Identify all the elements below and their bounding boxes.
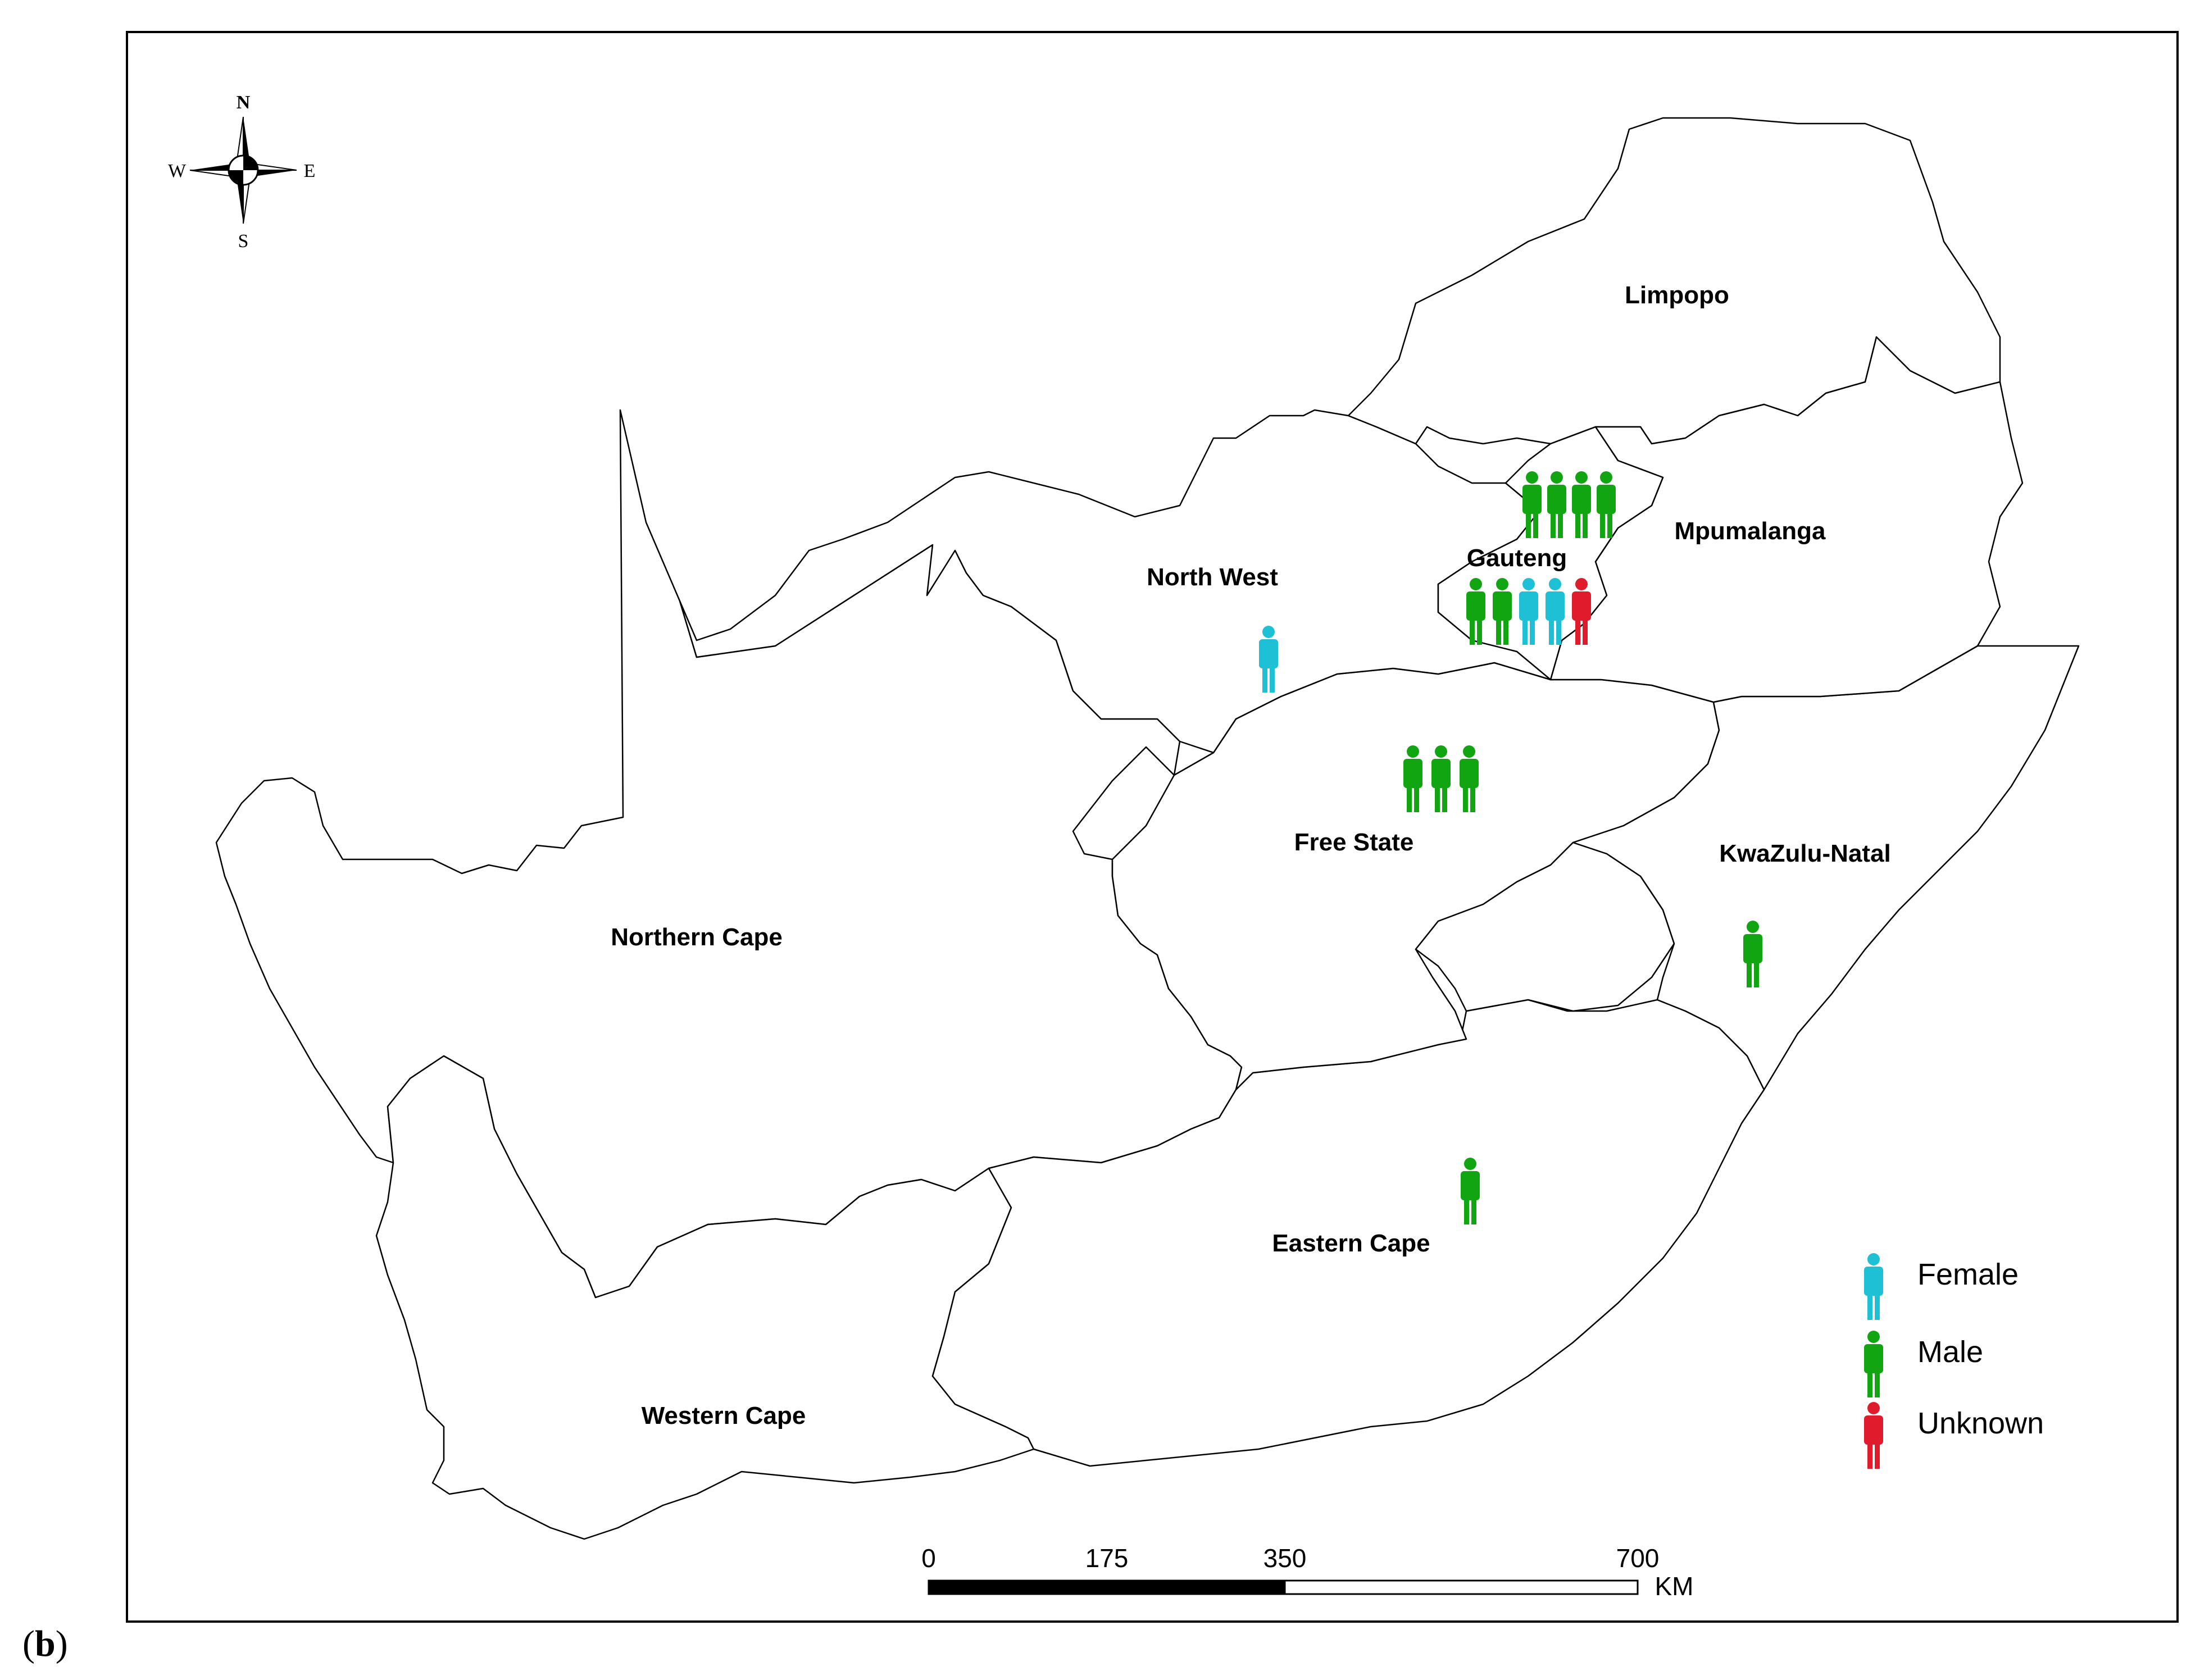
scale-tick-175: 175 bbox=[1085, 1544, 1129, 1573]
legend-unknown-label: Unknown bbox=[1917, 1406, 2044, 1440]
scale-tick-0: 0 bbox=[921, 1544, 936, 1573]
scale-bar-white-segment bbox=[1284, 1579, 1639, 1595]
scale-unit-label: KM bbox=[1655, 1572, 1694, 1601]
label-eastern-cape: Eastern Cape bbox=[1272, 1230, 1430, 1257]
label-mpumalanga: Mpumalanga bbox=[1675, 517, 1826, 545]
scale-tick-700: 700 bbox=[1616, 1544, 1660, 1573]
scale-bar: 0 175 350 700 KM bbox=[921, 1544, 1693, 1601]
label-free-state: Free State bbox=[1294, 828, 1414, 856]
scale-bar-black-segment bbox=[928, 1579, 1286, 1595]
label-gauteng: Gauteng bbox=[1467, 544, 1567, 572]
legend-male-label: Male bbox=[1917, 1335, 1983, 1369]
compass-north-label: N bbox=[237, 92, 251, 113]
label-north-west: North West bbox=[1147, 563, 1278, 591]
compass-east-label: E bbox=[304, 161, 316, 181]
scale-tick-350: 350 bbox=[1263, 1544, 1307, 1573]
panel-label: (b) bbox=[22, 1623, 68, 1664]
legend: Female Male Unknown bbox=[1864, 1253, 2044, 1469]
label-kwazulu-natal: KwaZulu-Natal bbox=[1719, 840, 1891, 867]
compass-star-icon bbox=[189, 116, 297, 224]
compass-rose: N S E W bbox=[168, 92, 315, 252]
label-western-cape: Western Cape bbox=[642, 1402, 806, 1429]
legend-female-label: Female bbox=[1917, 1258, 2019, 1291]
label-northern-cape: Northern Cape bbox=[611, 923, 783, 951]
compass-south-label: S bbox=[238, 231, 249, 252]
label-limpopo: Limpopo bbox=[1625, 281, 1729, 309]
panel-label-letter: b bbox=[35, 1623, 56, 1664]
province-kwazulu-natal bbox=[1572, 645, 2080, 1091]
compass-west-label: W bbox=[168, 161, 187, 181]
